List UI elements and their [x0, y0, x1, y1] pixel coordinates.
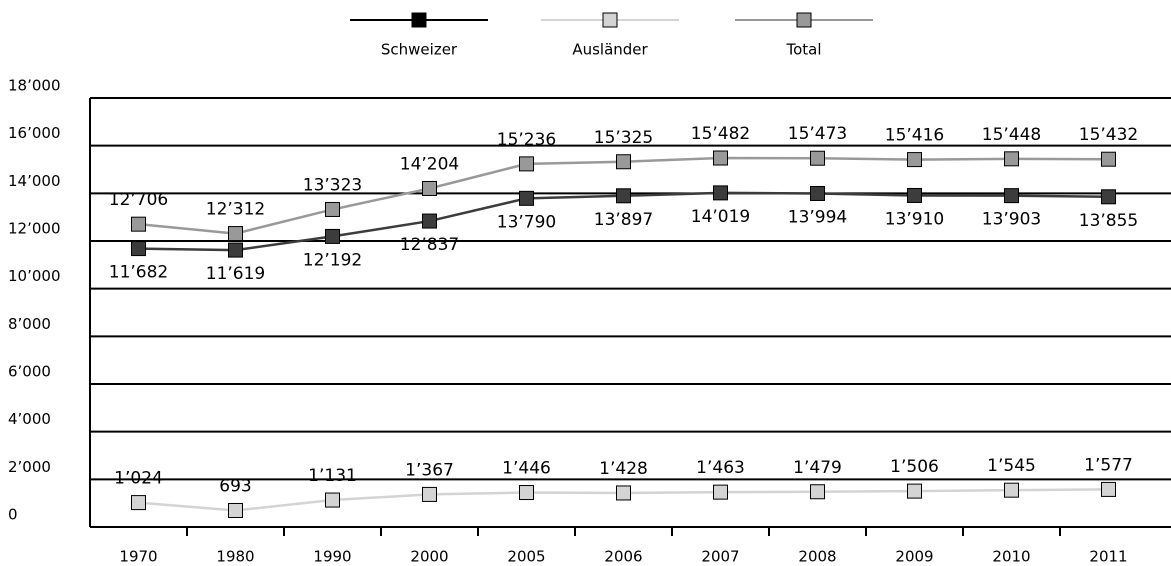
data-label: 1’463 — [696, 458, 745, 478]
legend-label: Ausländer — [572, 41, 648, 59]
x-tick-label: 2010 — [992, 548, 1030, 566]
data-label: 12’192 — [303, 250, 362, 270]
data-point — [616, 485, 631, 501]
data-label: 11’682 — [109, 263, 168, 283]
data-point — [616, 188, 631, 204]
data-point — [422, 486, 437, 502]
legend-marker — [796, 12, 812, 28]
x-tick-label: 1970 — [119, 548, 157, 566]
x-tick-label: 1980 — [216, 548, 254, 566]
data-label: 15’416 — [885, 126, 944, 146]
data-label: 15’448 — [982, 125, 1041, 145]
legend-label: Total — [785, 41, 821, 59]
data-point — [131, 216, 146, 232]
data-point — [810, 150, 825, 166]
y-tick-label: 14’000 — [8, 172, 61, 190]
data-point — [1101, 481, 1116, 497]
data-label: 15’432 — [1079, 125, 1138, 145]
x-tick-label: 2008 — [798, 548, 836, 566]
data-point — [422, 180, 437, 196]
data-label: 1’131 — [308, 466, 357, 486]
data-label: 13’897 — [594, 210, 653, 230]
data-point — [907, 483, 922, 499]
data-label: 15’482 — [691, 124, 750, 144]
data-label: 15’236 — [497, 130, 556, 150]
data-label: 13’323 — [303, 175, 362, 195]
data-point — [325, 228, 340, 244]
data-label: 14’204 — [400, 154, 459, 174]
data-point — [616, 154, 631, 170]
y-tick-label: 0 — [8, 506, 18, 524]
data-point — [1101, 189, 1116, 205]
data-label: 1’367 — [405, 460, 454, 480]
data-point — [131, 495, 146, 511]
data-point — [325, 201, 340, 217]
y-tick-label: 10’000 — [8, 267, 61, 285]
data-point — [810, 185, 825, 201]
data-label: 1’428 — [599, 459, 648, 479]
data-point — [907, 152, 922, 168]
data-point — [131, 241, 146, 257]
data-label: 13’790 — [497, 212, 556, 232]
data-point — [1004, 151, 1019, 167]
data-point — [325, 492, 340, 508]
data-label: 13’855 — [1079, 211, 1138, 231]
data-point — [228, 242, 243, 258]
data-point — [713, 484, 728, 500]
data-label: 1’479 — [793, 458, 842, 478]
data-label: 14’019 — [691, 207, 750, 227]
y-tick-label: 2’000 — [8, 458, 51, 476]
x-tick-label: 2007 — [701, 548, 739, 566]
data-point — [1101, 151, 1116, 167]
data-label: 12’706 — [109, 190, 168, 210]
data-point — [519, 156, 534, 172]
data-label: 13’994 — [788, 207, 847, 227]
x-tick-label: 2005 — [507, 548, 545, 566]
data-label: 1’577 — [1084, 455, 1133, 475]
y-tick-label: 8’000 — [8, 315, 51, 333]
x-tick-label: 1990 — [313, 548, 351, 566]
data-label: 15’473 — [788, 124, 847, 144]
y-tick-label: 16’000 — [8, 124, 61, 142]
data-label: 1’506 — [890, 457, 939, 477]
y-tick-label: 18’000 — [8, 77, 61, 95]
data-point — [519, 485, 534, 501]
y-tick-label: 12’000 — [8, 220, 61, 238]
data-label: 1’446 — [502, 459, 551, 479]
data-label: 13’910 — [885, 209, 944, 229]
data-point — [1004, 188, 1019, 204]
data-label: 11’619 — [206, 264, 265, 284]
data-point — [713, 150, 728, 166]
legend-label: Schweizer — [381, 41, 458, 59]
data-point — [519, 190, 534, 206]
legend-marker — [602, 12, 618, 28]
data-point — [1004, 482, 1019, 498]
data-label: 12’312 — [206, 200, 265, 220]
legend-marker — [411, 12, 427, 28]
data-point — [713, 185, 728, 201]
data-label: 693 — [219, 476, 251, 496]
x-tick-label: 2006 — [604, 548, 642, 566]
y-tick-label: 4’000 — [8, 410, 51, 428]
data-point — [228, 226, 243, 242]
data-label: 1’545 — [987, 456, 1036, 476]
data-point — [228, 502, 243, 518]
data-label: 1’024 — [114, 469, 163, 489]
data-point — [422, 213, 437, 229]
x-tick-label: 2011 — [1089, 548, 1127, 566]
x-tick-label: 2009 — [895, 548, 933, 566]
y-tick-label: 6’000 — [8, 363, 51, 381]
data-point — [907, 187, 922, 203]
x-tick-label: 2000 — [410, 548, 448, 566]
data-point — [810, 484, 825, 500]
data-label: 13’903 — [982, 210, 1041, 230]
data-label: 12’837 — [400, 235, 459, 255]
data-label: 15’325 — [594, 128, 653, 148]
